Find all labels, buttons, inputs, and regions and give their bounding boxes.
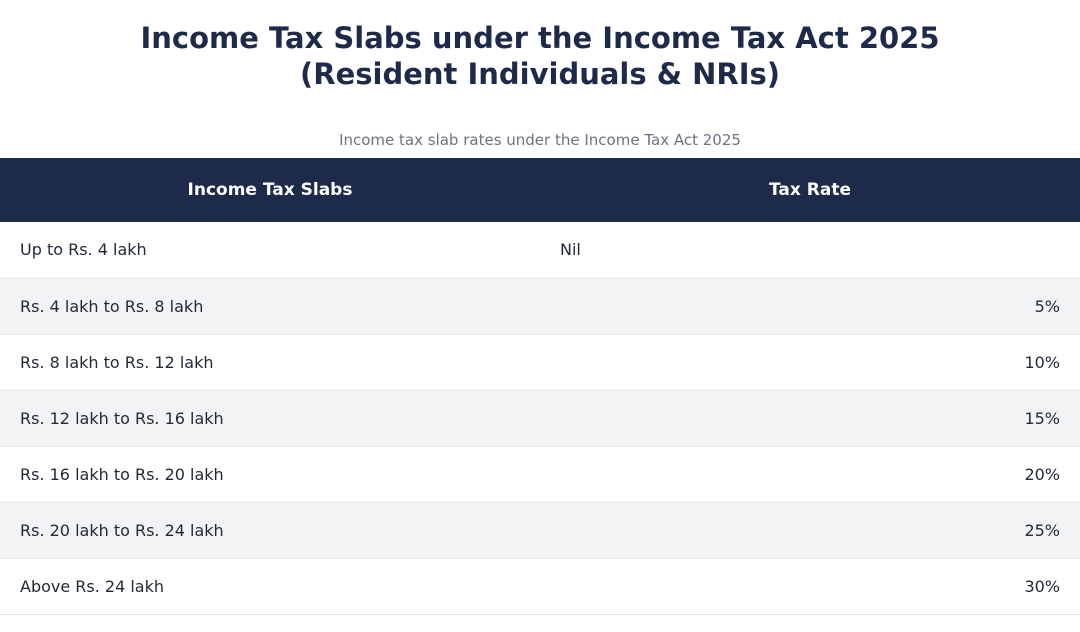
page-title: Income Tax Slabs under the Income Tax Ac… xyxy=(0,0,1080,92)
table-row: Rs. 16 lakh to Rs. 20 lakh 20% xyxy=(0,446,1080,502)
rate-cell: 5% xyxy=(1034,296,1060,316)
header-row: Income Tax Slabs Tax Rate xyxy=(0,158,1080,222)
rate-cell: 20% xyxy=(1024,464,1060,484)
page-title-line-2: (Resident Individuals & NRIs) xyxy=(299,57,781,91)
slab-cell: Rs. 8 lakh to Rs. 12 lakh xyxy=(20,352,214,372)
table-row: Rs. 4 lakh to Rs. 8 lakh 5% xyxy=(0,278,1080,334)
table-row: Rs. 8 lakh to Rs. 12 lakh 10% xyxy=(0,334,1080,390)
rate-cell: 25% xyxy=(1024,520,1060,540)
page-title-line-1: Income Tax Slabs under the Income Tax Ac… xyxy=(140,21,940,55)
rate-cell: Nil xyxy=(560,240,581,260)
table-header: Income Tax Slabs Tax Rate xyxy=(0,158,1080,222)
rate-cell: 10% xyxy=(1024,352,1060,372)
rate-cell: 30% xyxy=(1024,576,1060,596)
table-row: Rs. 20 lakh to Rs. 24 lakh 25% xyxy=(0,502,1080,558)
slab-cell: Rs. 12 lakh to Rs. 16 lakh xyxy=(20,408,224,428)
slab-cell: Above Rs. 24 lakh xyxy=(20,576,165,596)
slab-cell: Up to Rs. 4 lakh xyxy=(20,240,147,260)
slab-cell: Rs. 16 lakh to Rs. 20 lakh xyxy=(20,464,224,484)
slab-cell: Rs. 20 lakh to Rs. 24 lakh xyxy=(20,520,224,540)
table-body: Up to Rs. 4 lakh Nil Rs. 4 lakh to Rs. 8… xyxy=(0,222,1080,614)
table-row: Rs. 12 lakh to Rs. 16 lakh 15% xyxy=(0,390,1080,446)
header-income-tax-slabs: Income Tax Slabs xyxy=(187,180,353,200)
slab-cell: Rs. 4 lakh to Rs. 8 lakh xyxy=(20,296,204,316)
rate-cell: 15% xyxy=(1024,408,1060,428)
table-caption: Income tax slab rates under the Income T… xyxy=(339,131,741,149)
header-tax-rate: Tax Rate xyxy=(769,180,851,200)
table-row: Up to Rs. 4 lakh Nil xyxy=(0,222,1080,278)
tax-slab-table: Income Tax Slabs Tax Rate Up to Rs. 4 la… xyxy=(0,158,1080,615)
table-row: Above Rs. 24 lakh 30% xyxy=(0,558,1080,614)
